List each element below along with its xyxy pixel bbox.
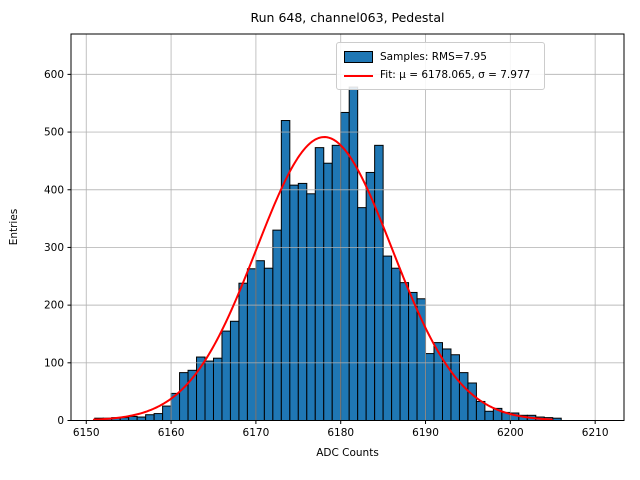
histogram-bar [391,267,401,421]
axis-ticks [67,73,596,424]
histogram-bar [238,282,248,421]
histogram-bar [255,260,265,421]
histogram-bar [306,193,316,421]
legend: Samples: RMS=7.95 Fit: μ = 6178.065, σ =… [336,42,545,90]
y-tick-label: 600 [44,69,64,81]
legend-fit-label: Fit: μ = 6178.065, σ = 7.977 [380,69,531,82]
histogram-bar [128,415,138,421]
histogram-bar [263,267,274,421]
samples-swatch-icon [344,51,373,64]
histogram-bar [467,382,477,421]
histogram-bar [348,86,359,421]
histogram-bar [229,320,240,421]
x-tick-label: 6180 [327,427,354,439]
y-tick-label: 400 [44,184,64,196]
legend-item-fit: Fit: μ = 6178.065, σ = 7.977 [344,66,536,84]
grid-lines [71,34,624,421]
histogram-bar [323,162,333,421]
histogram-bar [246,268,257,421]
y-tick-label: 0 [57,415,64,427]
fit-curve [92,136,553,421]
histogram-bar [340,111,350,421]
x-tick-label: 6150 [73,427,100,439]
histogram-bar [280,120,291,421]
chart-title: Run 648, channel063, Pedestal [250,10,445,25]
y-axis-label: Entries [8,208,20,246]
legend-item-samples: Samples: RMS=7.95 [344,48,536,66]
histogram-bar [458,372,469,421]
histogram-bar [450,354,460,421]
histogram-bar [162,405,172,421]
histogram-bar [425,353,435,421]
histogram-bars [94,86,562,422]
histogram-bar [314,147,325,421]
histogram-bar [374,144,384,421]
histogram-bar [382,255,393,421]
y-tick-label: 100 [44,357,64,369]
histogram-bar [433,342,443,421]
histogram-bar [408,291,418,421]
histogram-bar [399,282,410,421]
histogram-bar [365,171,376,421]
histogram-bar [475,400,486,421]
histogram-bar [145,414,155,422]
histogram-bar [272,229,282,421]
y-tick-label: 500 [44,127,64,139]
histogram-bar [221,330,231,421]
x-tick-label: 6170 [243,427,270,439]
x-tick-label: 6160 [158,427,185,439]
histogram-bar [297,182,308,421]
histogram-bar [331,144,342,421]
x-tick-label: 6190 [412,427,439,439]
histogram-bar [212,357,223,422]
histogram-bar [136,416,147,422]
x-tick-label: 6210 [582,427,609,439]
y-tick-label: 200 [44,300,64,312]
histogram-bar [204,360,214,421]
histogram-bar [153,413,164,421]
fit-line-icon [344,74,373,77]
y-tick-label: 300 [44,242,64,254]
plot-border [70,33,625,421]
x-tick-label: 6200 [497,427,524,439]
histogram-bar [179,372,189,421]
axis-tick-labels: 6150 6160 6170 6180 6190 6200 6210 0 100 200 300 40… [44,69,609,439]
histogram-bar [484,410,494,421]
histogram-bar [357,207,367,421]
x-axis-label: ADC Counts [316,447,379,459]
histogram-bar [289,184,299,421]
legend-samples-label: Samples: RMS=7.95 [380,51,487,63]
